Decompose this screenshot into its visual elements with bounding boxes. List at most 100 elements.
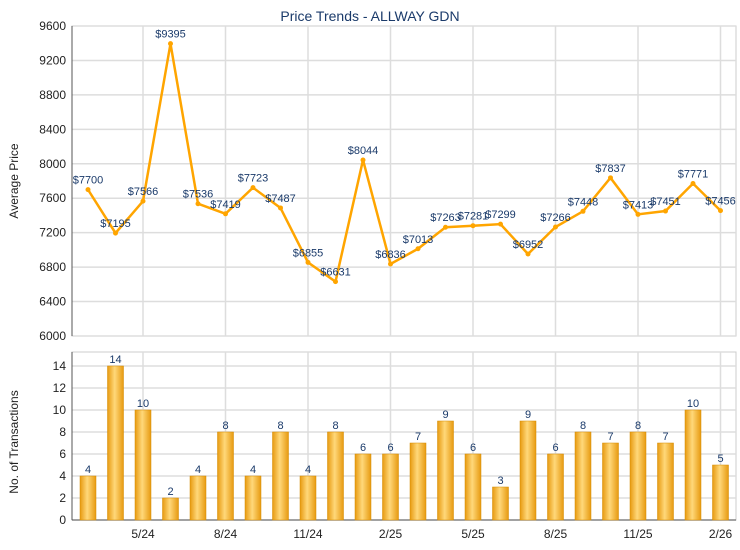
price-data-label: $7536 [183, 189, 214, 201]
transaction-bar [602, 442, 619, 521]
price-y-tick-label: 9600 [39, 19, 66, 33]
transaction-bar [134, 409, 152, 521]
x-tick-label: 8/24 [214, 527, 238, 541]
transaction-bar [519, 420, 537, 521]
price-point [443, 224, 448, 230]
price-point [718, 208, 723, 214]
price-y-tick-label: 6400 [39, 295, 66, 309]
transaction-data-label: 9 [525, 409, 531, 421]
transaction-bar [354, 453, 372, 521]
transaction-bar [464, 453, 482, 521]
transaction-data-label: 4 [250, 464, 256, 476]
transaction-bar [272, 431, 289, 521]
transactions-y-tick-label: 8 [59, 425, 66, 439]
price-data-label: $7451 [650, 196, 681, 208]
price-data-label: $7263 [430, 212, 461, 224]
transactions-y-tick-label: 6 [59, 447, 66, 461]
transaction-data-label: 10 [687, 398, 699, 410]
transaction-bar [437, 420, 454, 521]
x-tick-label: 5/24 [131, 527, 155, 541]
transactions-y-tick-label: 4 [59, 469, 66, 483]
transactions-y-axis-label: No. of Transactions [7, 390, 21, 493]
price-point [663, 208, 668, 214]
price-data-label: $7487 [265, 193, 296, 205]
price-y-tick-label: 6800 [39, 260, 66, 274]
transaction-bar [492, 486, 509, 521]
price-point [113, 230, 118, 236]
transaction-data-label: 8 [222, 420, 228, 432]
transactions-y-tick-label: 10 [53, 403, 67, 417]
transaction-data-label: 7 [607, 431, 613, 443]
transactions-y-tick-label: 14 [53, 359, 67, 373]
chart-title: Price Trends - ALLWAY GDN [280, 8, 459, 24]
price-y-tick-label: 6000 [39, 329, 66, 343]
price-data-label: $7299 [485, 209, 516, 221]
transaction-data-label: 9 [442, 409, 448, 421]
price-data-label: $7700 [73, 175, 104, 187]
transaction-data-label: 8 [332, 420, 338, 432]
transaction-data-label: 4 [85, 464, 91, 476]
transaction-data-label: 6 [552, 442, 558, 454]
transaction-bar [217, 431, 234, 521]
x-tick-label: 2/25 [379, 527, 403, 541]
price-point [608, 175, 613, 181]
price-point [85, 187, 91, 193]
transactions-y-tick-label: 12 [53, 381, 67, 395]
price-line [86, 43, 722, 284]
price-point [140, 198, 146, 204]
price-point [250, 185, 256, 191]
transaction-bar [712, 464, 729, 521]
price-y-axis-label: Average Price [7, 143, 21, 218]
transaction-data-label: 7 [662, 431, 668, 443]
transaction-bar [162, 497, 179, 521]
transaction-bar [327, 431, 344, 521]
price-point [195, 201, 201, 207]
transaction-bar [684, 409, 702, 521]
x-tick-label: 8/25 [544, 527, 568, 541]
x-tick-label: 11/25 [623, 527, 652, 541]
transaction-bar [657, 442, 674, 521]
price-point [690, 180, 696, 186]
price-point [415, 246, 421, 252]
price-data-label: $9395 [155, 29, 186, 41]
x-tick-label: 2/26 [709, 527, 733, 541]
price-y-tick-label: 7200 [39, 226, 66, 240]
transactions-plot-area [71, 351, 737, 521]
price-point [498, 221, 503, 227]
transaction-bar [79, 475, 97, 521]
transaction-bar [382, 453, 399, 521]
price-data-label: $8044 [348, 145, 379, 157]
transaction-data-label: 6 [360, 442, 366, 454]
price-data-label: $7456 [705, 196, 736, 208]
transaction-bar [189, 475, 207, 521]
price-data-label: $6631 [320, 267, 351, 279]
price-plot-area [71, 25, 737, 337]
price-point [553, 224, 558, 230]
x-tick-label: 11/24 [293, 527, 322, 541]
price-data-label: $7266 [540, 212, 571, 224]
transaction-data-label: 8 [635, 420, 641, 432]
price-point [223, 211, 228, 217]
transaction-bar [299, 475, 317, 521]
price-data-label: $6836 [375, 249, 406, 261]
price-data-label: $7771 [678, 168, 709, 180]
transaction-bar [574, 431, 592, 521]
transaction-bar [107, 365, 124, 521]
transaction-data-label: 6 [387, 442, 393, 454]
price-data-label: $7195 [100, 218, 131, 230]
price-point [388, 261, 393, 267]
price-point [333, 279, 338, 285]
price-data-label: $7413 [623, 199, 654, 211]
transaction-data-label: 2 [167, 486, 173, 498]
transaction-bar [244, 475, 262, 521]
price-data-label: $7566 [128, 186, 159, 198]
transaction-data-label: 10 [137, 398, 149, 410]
transaction-bar [629, 431, 647, 521]
price-y-tick-label: 8000 [39, 157, 66, 171]
price-point [360, 157, 366, 163]
transaction-data-label: 8 [580, 420, 586, 432]
price-y-tick-label: 9200 [39, 53, 66, 67]
transaction-data-label: 7 [415, 431, 421, 443]
